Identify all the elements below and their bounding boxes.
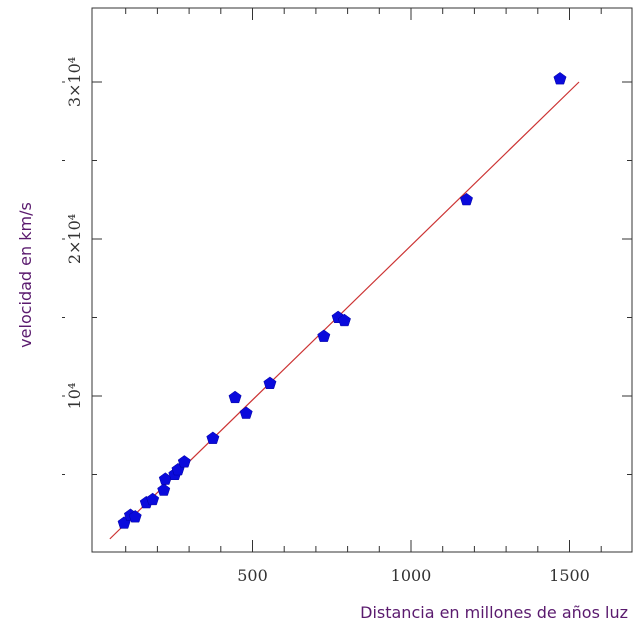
x-tick-labels: 500 1000 1500 <box>237 566 590 585</box>
y-tick-label: 10⁴ <box>65 383 84 410</box>
y-tick-labels: 10⁴ 2×10⁴ 3×10⁴ <box>65 57 84 410</box>
data-point <box>158 484 170 496</box>
data-point <box>554 72 566 84</box>
x-tick-label: 500 <box>237 566 268 585</box>
y-tick-label: 2×10⁴ <box>65 214 84 264</box>
x-tick-marks <box>126 8 602 552</box>
x-tick-label: 1000 <box>391 566 432 585</box>
data-point <box>146 493 158 505</box>
data-points <box>118 72 566 528</box>
y-tick-label: 3×10⁴ <box>65 57 84 107</box>
data-point <box>229 391 241 403</box>
data-point <box>318 330 330 342</box>
data-point <box>178 455 190 467</box>
x-tick-label: 1500 <box>549 566 590 585</box>
y-axis-label: velocidad en km/s <box>16 202 35 348</box>
y-tick-marks <box>62 82 632 475</box>
x-axis-label: Distancia en millones de años luz <box>360 603 628 622</box>
data-point <box>240 407 252 419</box>
